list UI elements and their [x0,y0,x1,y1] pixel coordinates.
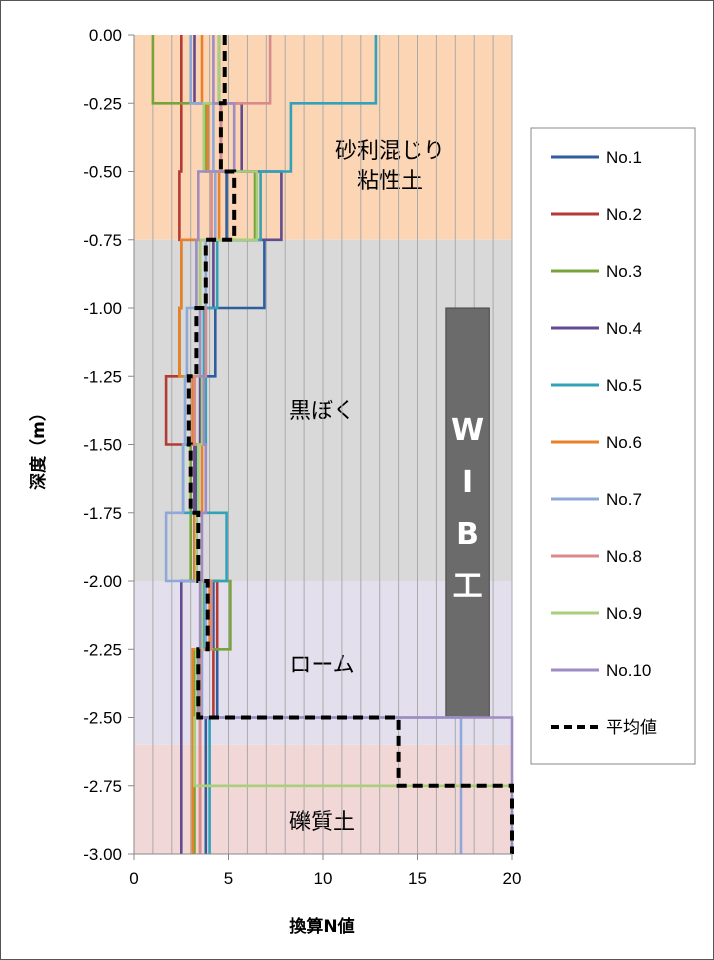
series-line-2 [164,35,219,854]
layer-label: 粘性土 [357,169,423,194]
wib-label: I [462,465,473,500]
x-tick-label: 5 [224,869,233,888]
series-line-11 [186,35,514,854]
wib-label: B [456,517,479,552]
layer-label: 砂利混じり [335,139,445,164]
legend-box [530,127,696,765]
legend-label: No.2 [606,205,642,224]
y-tick-label: -2.50 [83,709,122,728]
axes: 0.00 -0.25 -0.50 -0.75 -1.00 -1.25 -1.50 -1.75 -… [83,26,521,888]
y-tick-label: -3.00 [83,845,122,864]
y-tick-label: -2.25 [83,640,122,659]
x-tick-label: 20 [503,869,522,888]
wib-label: W [451,413,484,448]
legend-label: No.8 [606,547,642,566]
y-tick-label: -0.50 [83,163,122,182]
legend-label: No.9 [606,604,642,623]
wib-box [445,307,490,718]
x-tick-label: 10 [314,869,333,888]
y-tick-label: 0.00 [89,26,122,45]
legend-label: No.10 [606,661,651,680]
x-tick-label: 15 [408,869,427,888]
legend-label: No.7 [606,490,642,509]
legend-label: No.3 [606,262,642,281]
wib-label: 工 [453,569,483,604]
layer-label: 黒ぼく [289,399,355,424]
series-line-9 [193,35,514,854]
legend-label: No.5 [606,376,642,395]
y-axis-title: 深度（m） [28,404,49,490]
y-tick-label: -1.25 [83,367,122,386]
legend-label: No.1 [606,148,642,167]
x-axis-title: 換算N値 [289,916,354,937]
layer-label: ローム [289,653,354,678]
legend-label: No.6 [606,433,642,452]
y-tick-label: -0.75 [83,231,122,250]
y-tick-label: -1.00 [83,299,122,318]
y-tick-label: -1.50 [83,436,122,455]
series-lines [151,35,514,854]
y-tick-label: -2.75 [83,777,122,796]
y-tick-label: -1.75 [83,504,122,523]
y-tick-label: -0.25 [83,94,122,113]
legend: No.1 No.2 No.3 No.4 No.5 No.6 No.7 No.8 No.9 No.1… [530,127,696,765]
y-tick-label: -2.00 [83,572,122,591]
layer-label: 礫質土 [289,810,355,835]
legend-label: No.4 [606,319,642,338]
x-tick-label: 0 [129,869,138,888]
legend-label: 平均値 [606,718,657,737]
